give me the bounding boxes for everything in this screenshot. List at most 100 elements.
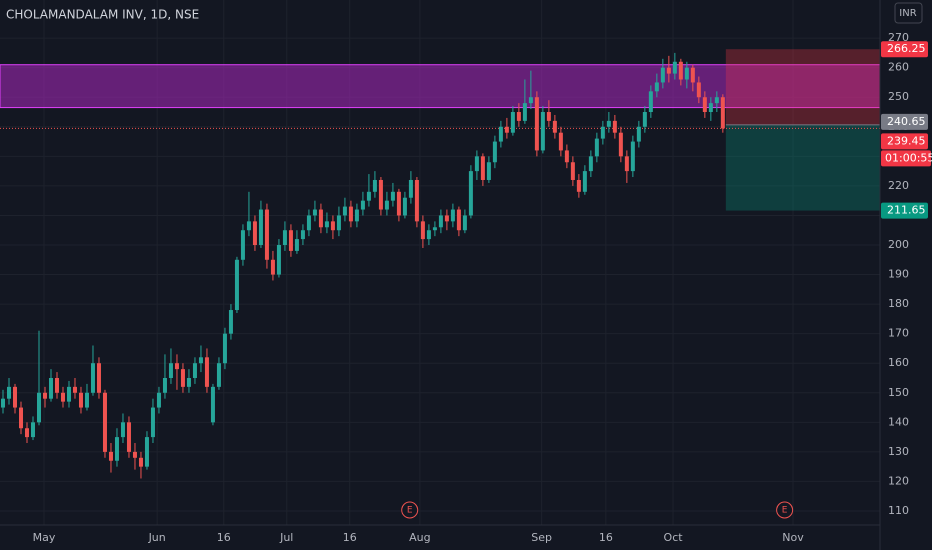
candle-body: [636, 126, 641, 142]
candle-body: [366, 191, 371, 201]
x-tick-label: Jun: [148, 531, 166, 544]
candle-body: [336, 215, 341, 231]
candle-body: [126, 422, 131, 452]
candle-body: [0, 398, 5, 408]
currency-button[interactable]: [894, 2, 923, 24]
candle-body: [66, 386, 71, 402]
candle-body: [588, 156, 593, 172]
y-tick-label: 110: [888, 504, 909, 517]
candle-body: [708, 103, 713, 113]
x-tick-label: 16: [599, 531, 613, 544]
candle-body: [276, 245, 281, 275]
candle-body: [240, 230, 245, 260]
candle-body: [192, 363, 197, 378]
candle-body: [24, 428, 29, 438]
candle-body: [438, 215, 443, 228]
candle-body: [72, 386, 77, 393]
candle-body: [180, 369, 185, 387]
y-tick-label: 260: [888, 61, 909, 74]
candle-body: [114, 437, 119, 461]
candle-body: [558, 132, 563, 151]
candle-body: [48, 377, 53, 399]
last-price-label-bg: [881, 133, 928, 150]
candle-body: [360, 200, 365, 210]
candle-body: [594, 138, 599, 157]
candle-body: [456, 209, 461, 231]
x-tick-label: Oct: [664, 531, 684, 544]
candle-body: [174, 363, 179, 370]
candle-body: [90, 363, 95, 393]
candle-body: [414, 179, 419, 222]
y-tick-label: 190: [888, 268, 909, 281]
candle-body: [474, 156, 479, 172]
highlight-band: [0, 64, 881, 109]
y-tick-label: 180: [888, 297, 909, 310]
candle-body: [288, 230, 293, 251]
candle-body: [204, 357, 209, 387]
target-label-bg: [881, 202, 928, 219]
last-price-label: 239.45: [887, 134, 926, 147]
candle-body: [246, 221, 251, 231]
candle-body: [282, 230, 287, 246]
stop-zone: [725, 49, 880, 125]
stop-label: 266.25: [887, 42, 926, 55]
candle-body: [492, 141, 497, 163]
candle-body: [378, 179, 383, 210]
x-tick-label: 16: [217, 531, 231, 544]
candle-body: [18, 407, 23, 429]
candle-body: [60, 392, 65, 402]
candle-body: [330, 221, 335, 231]
entry-label-bg: [881, 113, 928, 130]
candle-body: [540, 112, 545, 151]
candle-body: [138, 457, 143, 467]
candle-body: [654, 82, 659, 92]
candle-body: [528, 97, 533, 104]
candle-body: [600, 126, 605, 139]
y-tick-label: 120: [888, 474, 909, 487]
candle-body: [42, 392, 47, 399]
candle-body: [432, 227, 437, 231]
candle-body: [354, 209, 359, 222]
candle-body: [402, 197, 407, 216]
candle-body: [30, 422, 35, 438]
x-tick-label: Sep: [531, 531, 552, 544]
earnings-label[interactable]: E: [782, 506, 788, 516]
candle-body: [318, 209, 323, 228]
y-tick-label: 160: [888, 356, 909, 369]
candle-body: [534, 97, 539, 151]
candle-body: [348, 206, 353, 222]
candle-body: [12, 386, 17, 408]
candle-body: [264, 209, 269, 260]
y-tick-label: 140: [888, 415, 909, 428]
earnings-marker[interactable]: [401, 501, 419, 519]
candle-body: [300, 230, 305, 240]
candle-body: [684, 67, 689, 80]
candle-body: [486, 162, 491, 180]
candle-body: [408, 179, 413, 198]
x-tick-label: Jul: [279, 531, 293, 544]
candle-body: [96, 363, 101, 393]
earnings-marker[interactable]: [776, 501, 794, 519]
earnings-label[interactable]: E: [407, 506, 413, 516]
x-tick-label: Aug: [409, 531, 430, 544]
candle-body: [582, 171, 587, 192]
candle-body: [294, 239, 299, 251]
candle-body: [372, 179, 377, 192]
candle-body: [186, 377, 191, 387]
countdown: 01:00:55: [885, 151, 932, 164]
x-tick-label: 16: [343, 531, 357, 544]
candle-body: [576, 179, 581, 192]
y-tick-label: 270: [888, 31, 909, 44]
candle-body: [666, 67, 671, 74]
candle-body: [552, 120, 557, 133]
candle-body: [624, 156, 629, 172]
currency-button-label[interactable]: INR: [899, 8, 916, 19]
candle-body: [210, 386, 215, 423]
candle-body: [324, 221, 329, 228]
candle-body: [306, 215, 311, 231]
candle-body: [132, 451, 137, 458]
candle-body: [504, 126, 509, 133]
candle-body: [516, 112, 521, 121]
candle-body: [696, 82, 701, 98]
candle-body: [6, 386, 11, 399]
